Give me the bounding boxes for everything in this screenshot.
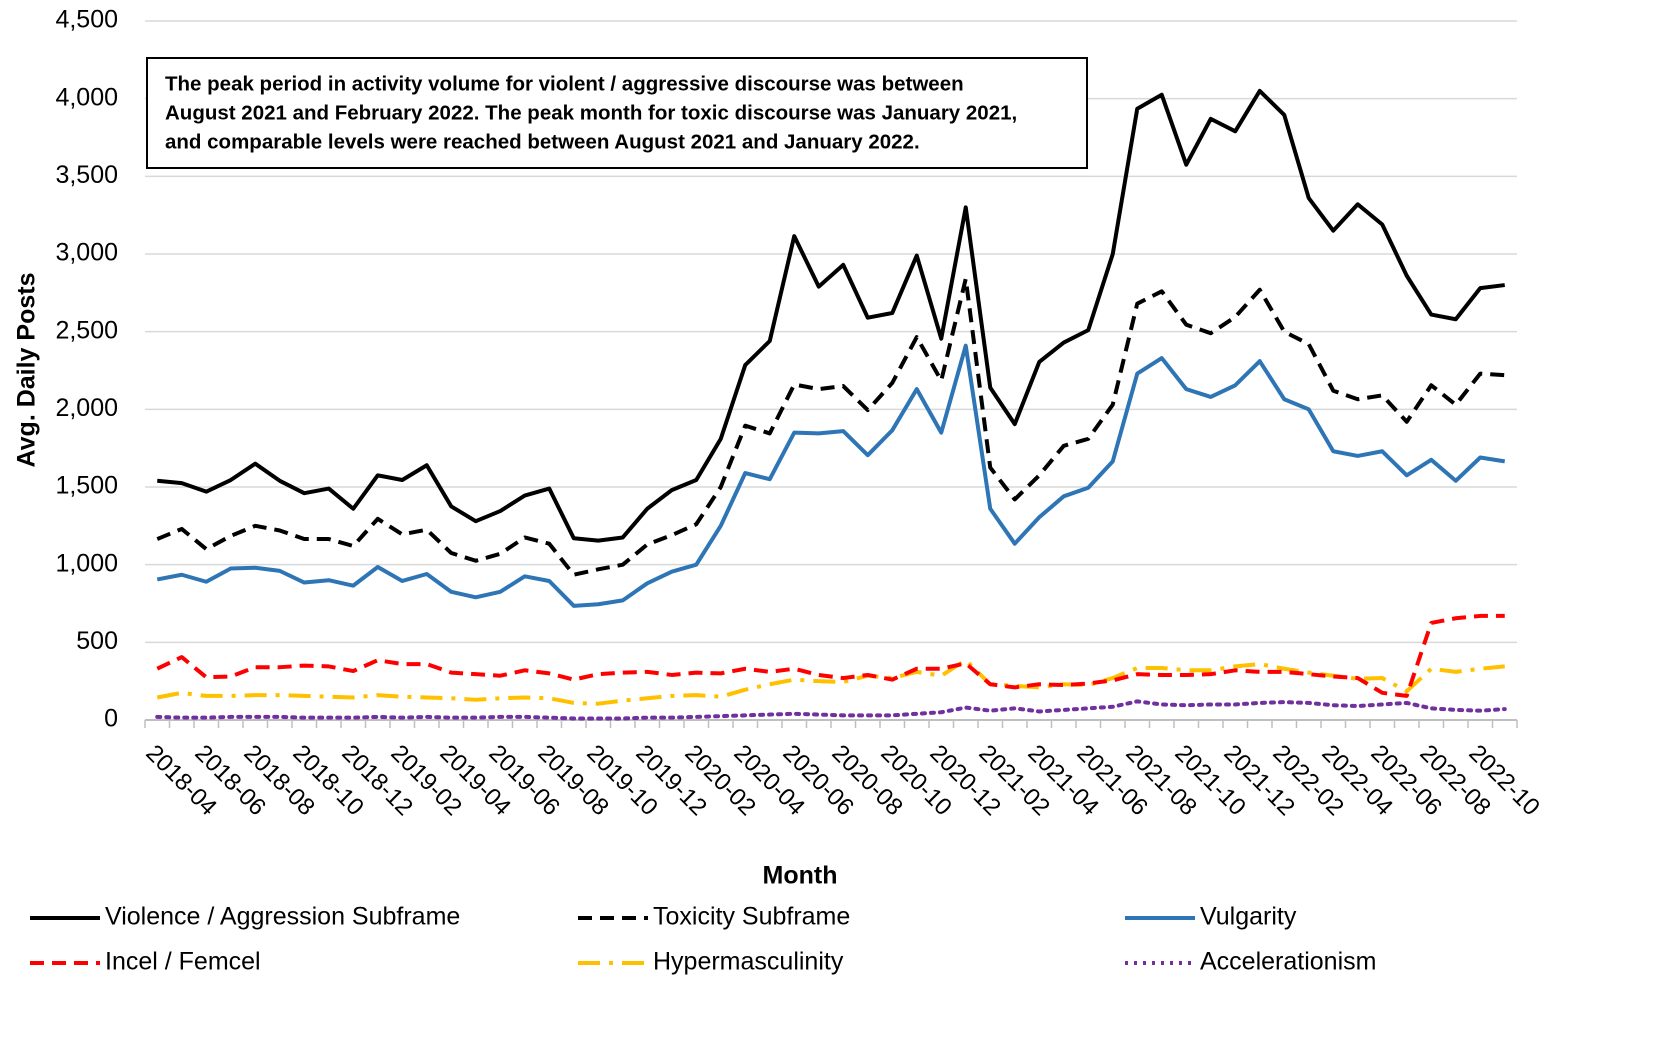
series-line bbox=[156, 613, 1505, 698]
y-tick-label: 3,000 bbox=[55, 239, 118, 267]
annotation-text: The peak period in activity volume for v… bbox=[165, 72, 964, 95]
legend-label: Violence / Aggression Subframe bbox=[105, 903, 460, 931]
y-tick-label: 2,000 bbox=[55, 394, 118, 422]
series-line bbox=[157, 88, 1506, 543]
legend-label: Toxicity Subframe bbox=[653, 903, 850, 931]
legend-label: Hypermasculinity bbox=[653, 948, 844, 976]
annotation: The peak period in activity volume for v… bbox=[146, 57, 1088, 169]
series-line bbox=[156, 658, 1505, 706]
y-tick-label: 4,000 bbox=[55, 83, 118, 111]
y-tick-label: 2,500 bbox=[55, 316, 118, 344]
legend-label: Incel / Femcel bbox=[105, 948, 261, 976]
legend-label: Accelerationism bbox=[1200, 948, 1376, 976]
series-line bbox=[155, 699, 1507, 721]
annotation-text: and comparable levels were reached betwe… bbox=[165, 130, 920, 153]
y-axis-title: Avg. Daily Posts bbox=[13, 273, 41, 468]
y-tick-label: 1,500 bbox=[55, 472, 118, 500]
series-line bbox=[156, 343, 1506, 608]
y-tick-label: 3,500 bbox=[55, 161, 118, 189]
x-axis-title: Month bbox=[763, 862, 838, 890]
y-tick-label: 0 bbox=[104, 705, 118, 733]
series-line bbox=[156, 276, 1505, 577]
legend-label: Vulgarity bbox=[1200, 903, 1297, 931]
y-tick-label: 500 bbox=[76, 627, 118, 655]
y-tick-label: 4,500 bbox=[55, 6, 118, 34]
annotation-text: August 2021 and February 2022. The peak … bbox=[165, 101, 1017, 124]
y-tick-label: 1,000 bbox=[55, 549, 118, 577]
annotation-box bbox=[146, 57, 1088, 169]
